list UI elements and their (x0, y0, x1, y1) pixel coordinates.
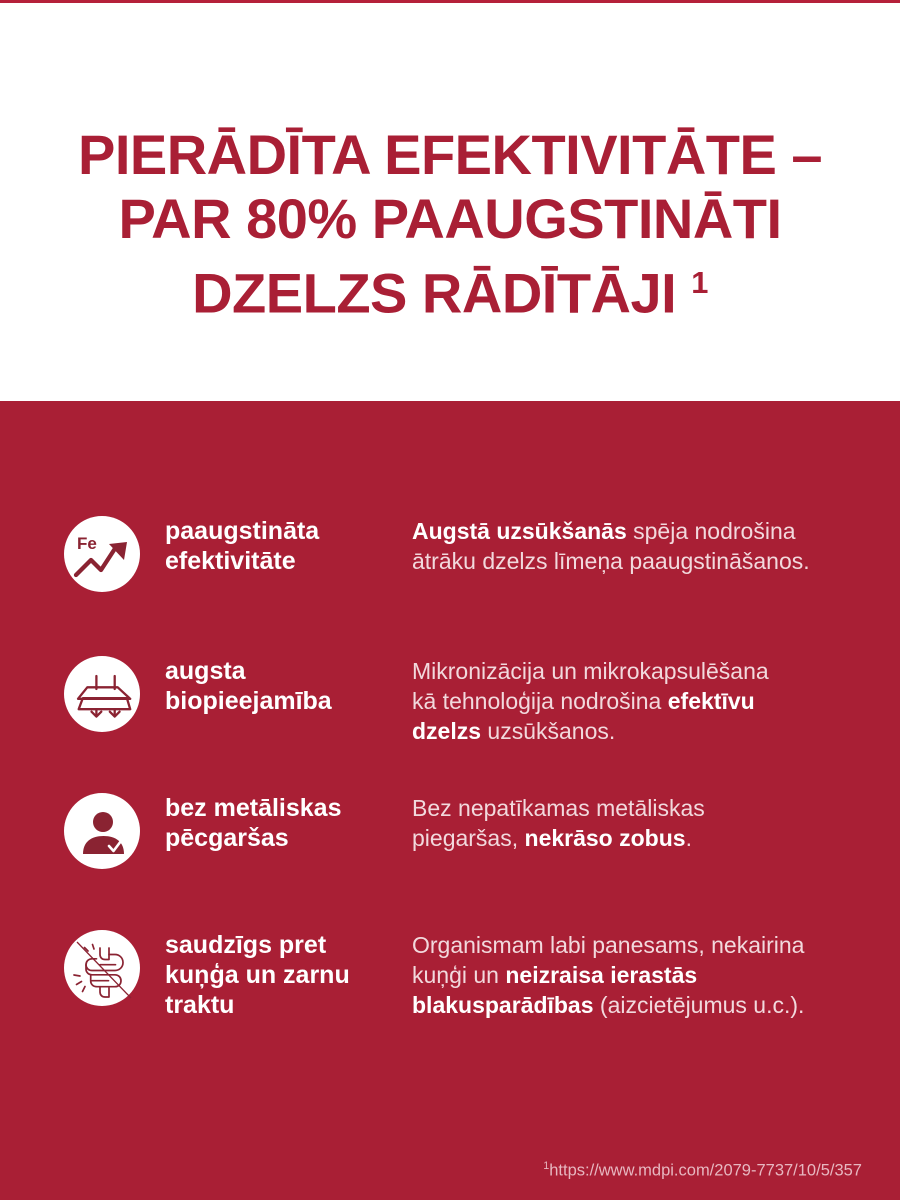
svg-text:Fe: Fe (77, 534, 97, 553)
